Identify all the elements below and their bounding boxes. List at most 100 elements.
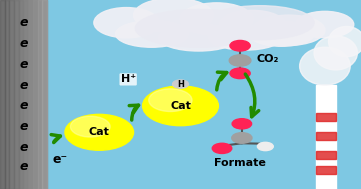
Bar [0, 185, 361, 187]
Ellipse shape [94, 8, 159, 38]
Bar [0, 187, 361, 188]
Bar [0, 186, 361, 188]
Bar [0, 187, 361, 189]
Bar [28, 0, 33, 189]
Bar [0, 186, 361, 188]
Bar [0, 186, 361, 188]
Circle shape [173, 80, 188, 88]
Bar [0, 187, 361, 188]
Ellipse shape [249, 22, 314, 46]
Ellipse shape [314, 36, 357, 70]
Circle shape [70, 116, 110, 137]
Bar [0, 185, 361, 187]
Circle shape [232, 133, 252, 143]
Bar [0, 187, 361, 189]
Bar [0, 186, 361, 187]
Bar [33, 0, 38, 189]
Bar [0, 186, 361, 188]
Bar [0, 185, 361, 187]
Bar [0, 186, 361, 188]
Bar [0, 187, 361, 189]
Bar [0, 185, 361, 187]
Bar [0, 186, 361, 187]
Bar [316, 166, 336, 174]
Circle shape [143, 86, 218, 126]
Bar [0, 186, 361, 188]
Bar [0, 186, 361, 187]
Ellipse shape [180, 3, 253, 35]
Text: e: e [19, 58, 28, 71]
Bar [0, 187, 361, 188]
Bar [0, 185, 361, 187]
Bar [0, 186, 361, 188]
Bar [0, 186, 361, 187]
Text: e: e [19, 99, 28, 112]
Bar [0, 187, 361, 189]
Bar [0, 185, 361, 187]
Bar [0, 187, 361, 189]
Ellipse shape [329, 26, 361, 57]
Circle shape [149, 89, 192, 112]
Bar [0, 186, 361, 188]
Ellipse shape [296, 11, 354, 38]
Bar [14, 0, 19, 189]
Bar [0, 186, 361, 188]
Bar [0, 186, 361, 188]
Bar [0, 187, 361, 189]
Bar [0, 186, 361, 188]
Bar [0, 0, 5, 189]
Bar [0, 186, 361, 188]
Bar [316, 85, 336, 189]
Ellipse shape [300, 47, 350, 85]
Circle shape [232, 119, 252, 129]
Bar [0, 186, 361, 188]
Text: CO₂: CO₂ [256, 54, 279, 64]
Bar [43, 0, 361, 189]
Text: Formate: Formate [214, 159, 266, 168]
Bar [38, 0, 42, 189]
Circle shape [257, 142, 273, 151]
Bar [0, 187, 361, 189]
Bar [316, 151, 336, 159]
Bar [316, 113, 336, 121]
Circle shape [230, 40, 250, 51]
Text: H⁺: H⁺ [121, 74, 136, 84]
Bar [0, 187, 361, 188]
Bar [0, 187, 361, 189]
Text: e: e [19, 79, 28, 91]
Bar [0, 186, 361, 188]
Bar [316, 132, 336, 140]
Bar [0, 186, 361, 188]
Bar [0, 186, 361, 188]
Bar [0, 186, 361, 187]
Bar [23, 0, 28, 189]
Bar [0, 186, 361, 188]
Bar [0, 187, 361, 189]
Bar [0, 185, 361, 187]
Bar [0, 186, 361, 188]
Bar [0, 187, 361, 188]
Bar [0, 187, 361, 189]
Bar [0, 187, 361, 189]
Ellipse shape [134, 0, 213, 32]
Bar [0, 186, 361, 188]
Bar [0, 185, 361, 187]
Bar [0, 186, 361, 188]
Text: e: e [19, 16, 28, 29]
Bar [0, 187, 361, 189]
Bar [0, 187, 361, 189]
Bar [0, 186, 361, 188]
Bar [0, 186, 361, 188]
Bar [0, 186, 361, 188]
Bar [0, 186, 361, 188]
Text: H: H [177, 80, 184, 89]
Bar [0, 186, 361, 188]
Bar [42, 0, 47, 189]
Bar [19, 0, 23, 189]
Bar [0, 185, 361, 187]
Bar [0, 187, 361, 189]
Bar [0, 0, 47, 189]
Bar [0, 185, 361, 187]
Circle shape [230, 68, 250, 79]
Bar [0, 187, 361, 189]
